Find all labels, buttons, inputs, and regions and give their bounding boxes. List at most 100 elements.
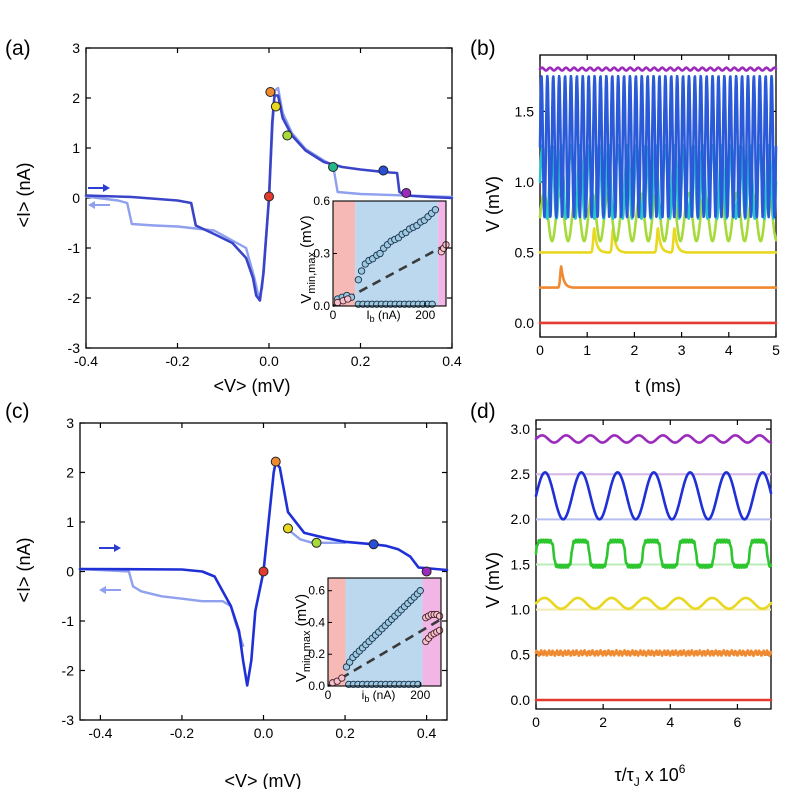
y-tick-label: 1.0 [515,174,535,190]
y-tick-label: 2.0 [511,511,531,527]
trace-line [538,74,778,219]
panel-label-d: (d) [470,400,496,423]
inset-x-axis-label: ib (nA) [362,688,396,704]
inset-y-tick-label: 0.6 [313,194,330,208]
y-tick-label: 3 [66,415,74,431]
trace-line [534,538,773,570]
inset-x-axis-label-sub: b [364,694,369,704]
trace-line [534,596,773,611]
y-tick-label: -3 [68,340,81,356]
x-tick-label: 0.2 [335,725,355,741]
x-axis-label-d-tau: τ/τ [615,765,634,785]
x-tick-label: -0.2 [170,725,194,741]
trace-line [534,648,773,658]
x-tick-label: 0.0 [259,353,279,369]
inset-y-axis-label: Vmin,max (mV) [298,215,318,303]
state-marker [311,537,322,548]
x-tick-label: -0.2 [165,353,189,369]
inset-x-tick-label: 200 [410,688,430,702]
y-axis-label-c: <I> (nA) [14,537,34,602]
y-tick-label: 3 [72,40,80,56]
inset-region [328,578,346,686]
inset-x-tick-label: 0 [325,688,332,702]
y-tick-label: 1 [72,140,80,156]
x-tick-label: 2 [599,714,607,730]
y-tick-label: 0 [72,190,80,206]
x-tick-label: 4 [725,342,733,358]
x-tick-label: 1 [583,342,591,358]
x-axis-label-d-mid: x 10 [640,765,679,785]
sweep-arrow-head [103,184,110,192]
inset-x-axis-label-main: I [366,308,369,322]
inset-vmax-point [354,276,363,284]
x-tick-label: 0 [532,714,540,730]
y-tick-label: 0.0 [515,315,535,331]
inset-y-axis-label-unit: (mV) [298,215,315,252]
inset-x-axis-label-main: i [362,688,365,702]
y-tick-label: -2 [68,290,81,306]
inset-y-tick-label: 0.0 [308,679,325,693]
panel-d: (d) 0 2 4 60.00.51.01.52.02.53.0 τ/τJ x 106… [470,400,773,789]
x-tick-label: 3 [678,342,686,358]
state-marker [282,523,293,534]
state-marker [270,101,281,112]
state-marker [258,566,269,577]
plot-b: 0 1 2 3 4 5 0.0 0.5 1.0 1.5 [515,54,780,358]
y-tick-label: -2 [62,662,75,678]
y-tick-label: -3 [62,712,75,728]
inset-vmax-point [416,587,424,595]
inset-y-axis-label-unit: (mV) [293,594,310,631]
y-tick-label: 3.0 [511,421,531,437]
y-tick-label: 2 [66,464,74,480]
inset-x-axis-label: Ib (nA) [366,308,400,324]
x-axis-label-b: t (ms) [635,376,681,396]
x-tick-label: 0 [536,342,544,358]
inset-y-tick-label: 0.4 [308,615,325,629]
inset-y-tick-label: 0.2 [308,647,325,661]
x-tick-label: 6 [734,714,742,730]
panel-label-a: (a) [5,37,31,60]
y-tick-label: 0.5 [511,647,531,663]
plot-c: -0.4 -0.2 0.0 0.2 0.4 -3 -2 -1 0 1 2 3 0 200 0.0 0.2 0.4… [62,415,449,741]
plot-a: -0.4 -0.2 0.0 0.2 0.4 -3 -2 -1 0 1 2 3 0 200 0.0 0.3 0.6… [68,40,462,369]
inset-region-point [435,626,444,635]
inset-y-axis-label: Vmin,max (mV) [293,594,313,682]
state-marker [264,191,274,202]
inset-region [333,201,356,306]
y-tick-label: 2 [72,90,80,106]
state-marker [328,162,339,172]
trace-line [534,434,773,444]
panel-a: (a) -0.4 -0.2 0.0 0.2 0.4 -3 -2 -1 0 1 2 3 0 200 0.0 0.… [5,37,462,396]
y-tick-label: -1 [68,240,81,256]
inset-region-point [435,612,444,620]
state-marker [421,566,432,577]
inset-y-tick-label: 0.0 [313,299,330,313]
x-axis-label-d-sup: 6 [679,762,686,776]
trace-line [538,265,778,289]
inset-region-point [344,295,352,303]
sweep-arrow-head [88,201,95,209]
inset-x-axis-label-unit: (nA) [369,688,395,702]
inset-trend-line [327,618,442,688]
x-tick-label: 5 [772,342,780,358]
inset-vmax-point [357,267,366,275]
x-axis-label-d: τ/τJ x 106 [615,762,686,789]
inset-region-point [338,674,346,682]
y-tick-label: 0.5 [515,244,535,260]
y-tick-label: -1 [62,613,75,629]
y-tick-label: 1.0 [511,602,531,618]
inset-y-tick-label: 0.6 [308,584,325,598]
y-axis-label-a: <I> (nA) [14,162,34,227]
x-axis-label-d-sub: J [634,775,640,789]
x-tick-label: -0.4 [74,353,98,369]
x-tick-label: 0.2 [351,353,371,369]
trace-line [534,471,773,521]
panel-c: (c) -0.4 -0.2 0.0 0.2 0.4 -3 -2 -1 0 1 2 3 0 200 0.0 0.… [5,400,449,789]
y-tick-label: 1.5 [515,103,535,119]
state-marker [378,165,389,176]
plot-d: 0 2 4 6 0.0 0.5 1.0 1.5 2.0 2.5 3.0 [511,419,773,730]
panel-label-b: (b) [470,37,496,60]
x-tick-label: 2 [631,342,639,358]
inset-x-axis-label-unit: (nA) [375,308,401,322]
